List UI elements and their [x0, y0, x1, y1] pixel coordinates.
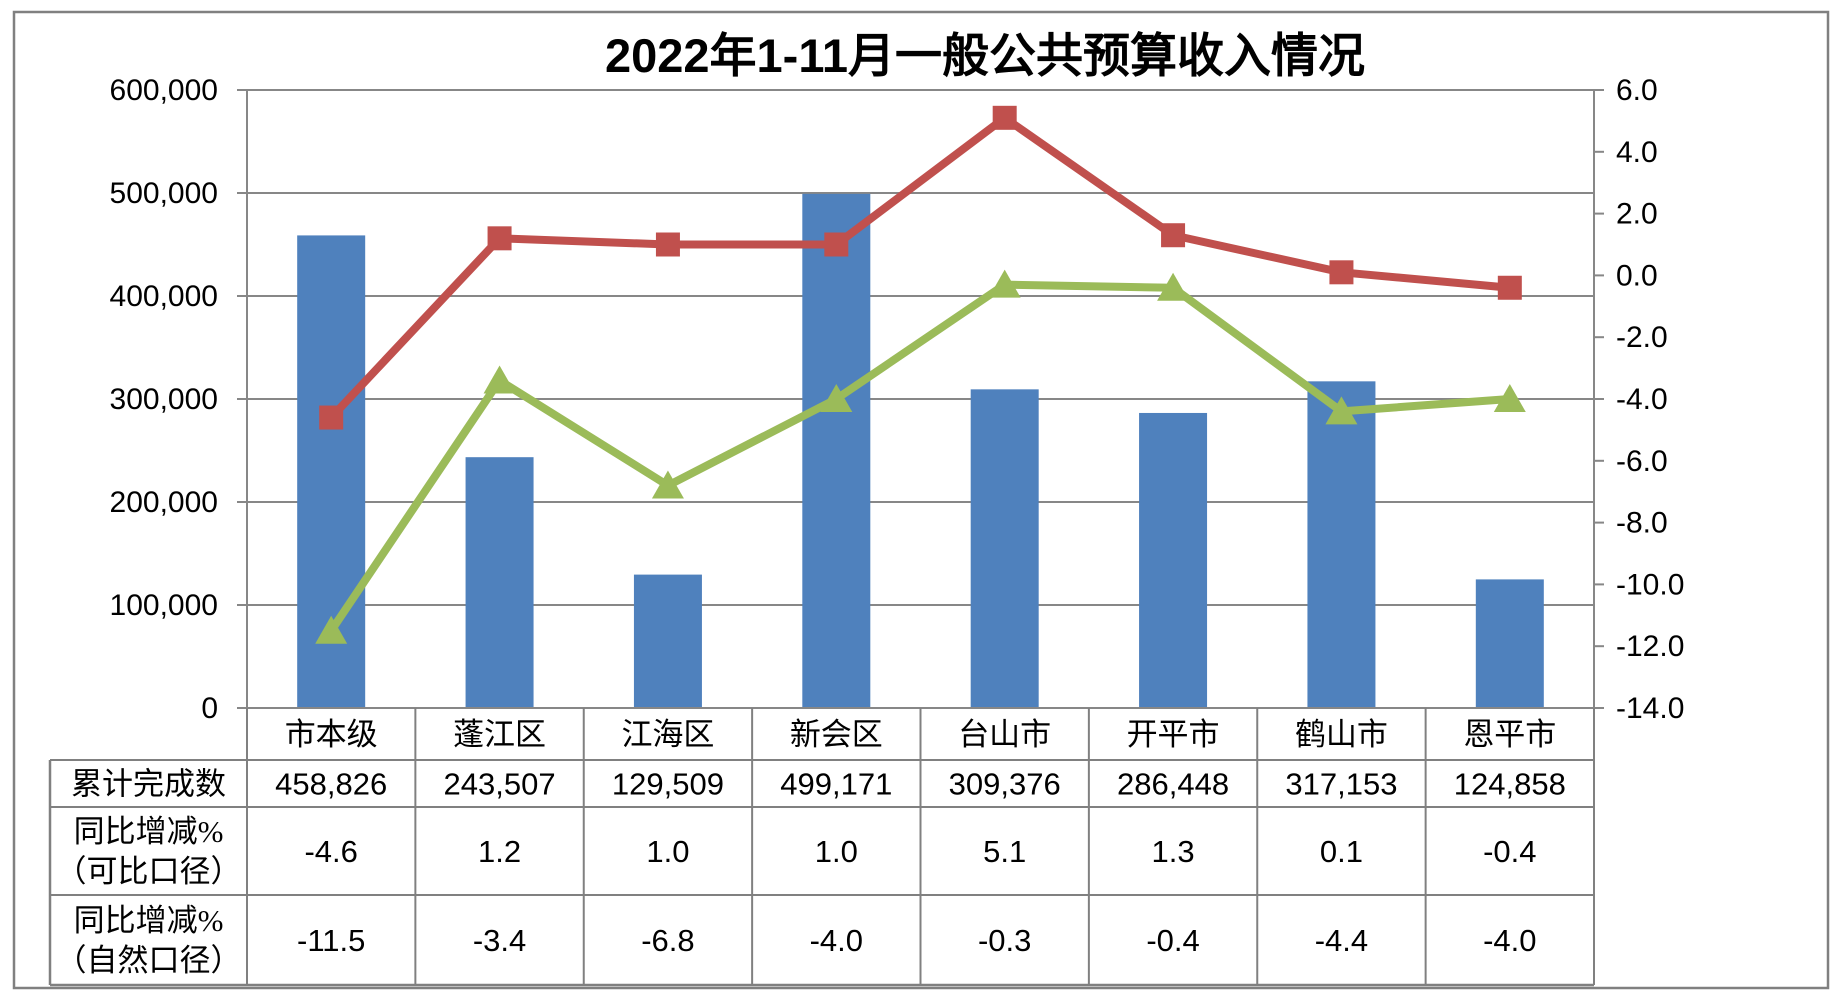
triangle-marker	[1157, 272, 1190, 301]
table-cell-value: 1.3	[1152, 834, 1195, 869]
left-axis-tick-label: 500,000	[110, 177, 218, 210]
triangle-marker	[1493, 384, 1526, 412]
table-cell-value: -0.4	[1146, 923, 1199, 958]
bar	[465, 457, 534, 708]
triangle-marker	[483, 365, 516, 394]
square-marker	[1161, 223, 1186, 248]
square-marker	[487, 226, 512, 251]
left-axis-tick-label: 600,000	[110, 74, 218, 107]
left-axis-tick-label: 200,000	[110, 486, 218, 519]
table-cell-value: -3.4	[473, 923, 526, 958]
line-series	[315, 105, 1526, 644]
triangle-marker	[651, 470, 684, 499]
table-cell-value: 317,153	[1285, 767, 1397, 802]
right-axis-tick-label: 2.0	[1616, 198, 1658, 231]
table-cell-value: 1.0	[646, 834, 689, 869]
table-cell-value: -4.4	[1315, 923, 1368, 958]
table-cell-value: -0.3	[978, 923, 1031, 958]
square-marker	[655, 232, 680, 257]
table-cell-value: 1.2	[478, 834, 521, 869]
bar	[802, 193, 871, 708]
triangle-marker	[315, 615, 348, 644]
table-cell-value: 1.0	[815, 834, 858, 869]
table-row-header: 累计完成数	[71, 767, 226, 802]
chart-title: 2022年1-11月一般公共预算收入情况	[605, 29, 1365, 82]
table-cell-value: 499,171	[780, 767, 892, 802]
category-label: 江海区	[621, 717, 714, 752]
series-line	[328, 113, 1511, 421]
triangle-marker	[1325, 396, 1358, 425]
square-marker	[824, 232, 849, 257]
left-axis-tick-label: 0	[201, 692, 218, 725]
bar-series	[297, 193, 1544, 708]
right-axis-tick-label: 4.0	[1616, 136, 1658, 169]
table-cell-value: -4.6	[304, 834, 357, 869]
triangle-marker	[820, 384, 853, 412]
left-axis-tick-label: 100,000	[110, 589, 218, 622]
square-marker	[1329, 260, 1354, 285]
table-cell-value: -4.0	[810, 923, 863, 958]
category-label: 开平市	[1127, 717, 1220, 752]
bar	[1475, 579, 1544, 708]
table-cell-value: 129,509	[612, 767, 724, 802]
table-row-header: 同比增减%	[74, 903, 224, 938]
category-label: 新会区	[790, 717, 883, 752]
table-cell-value: 309,376	[949, 767, 1061, 802]
table-cell-value: 458,826	[275, 767, 387, 802]
table-cell-value: 124,858	[1454, 767, 1566, 802]
right-axis-tick-label: -12.0	[1616, 630, 1684, 663]
bar	[1139, 412, 1208, 708]
table-cell-value: 243,507	[444, 767, 556, 802]
bar	[633, 574, 702, 708]
right-axis-tick-label: -2.0	[1616, 321, 1668, 354]
table-row-header: （可比口径）	[56, 854, 242, 889]
square-marker	[992, 105, 1017, 130]
gridlines	[247, 89, 1594, 606]
right-axis-tick-label: -6.0	[1616, 445, 1668, 478]
left-axis-tick-label: 400,000	[110, 280, 218, 313]
left-axis-tick-label: 300,000	[110, 383, 218, 416]
table-cell-value: 0.1	[1320, 834, 1363, 869]
square-marker	[1497, 275, 1522, 300]
category-label: 市本级	[285, 717, 378, 752]
axes: 0 100,000 200,000 300,000 400,000 500,000 600,…	[110, 74, 1685, 725]
right-axis-tick-label: 0.0	[1616, 259, 1658, 292]
table-row-header: （自然口径）	[56, 943, 242, 978]
table-cell-value: -0.4	[1483, 834, 1536, 869]
category-label: 蓬江区	[453, 717, 546, 752]
table-cell-value: -4.0	[1483, 923, 1536, 958]
table-cell-value: -11.5	[297, 923, 365, 958]
chart-frame	[12, 10, 1830, 990]
right-axis-tick-label: -4.0	[1616, 383, 1668, 416]
table-cell-value: 286,448	[1117, 767, 1229, 802]
triangle-marker	[988, 269, 1021, 298]
bar	[1307, 381, 1376, 708]
category-label: 鹤山市	[1295, 717, 1388, 752]
right-axis-tick-label: -8.0	[1616, 507, 1668, 540]
right-axis-tick-label: 6.0	[1616, 74, 1658, 107]
table-cell-value: -6.8	[641, 923, 694, 958]
bar	[970, 389, 1039, 708]
square-marker	[319, 405, 344, 430]
table-row-header: 同比增减%	[74, 814, 224, 849]
right-axis-tick-label: -14.0	[1616, 692, 1684, 725]
right-axis-tick-label: -10.0	[1616, 568, 1684, 601]
category-label: 恩平市	[1463, 717, 1556, 752]
category-label: 台山市	[958, 717, 1051, 752]
series-line	[327, 280, 1511, 633]
table-cell-value: 5.1	[983, 834, 1026, 869]
